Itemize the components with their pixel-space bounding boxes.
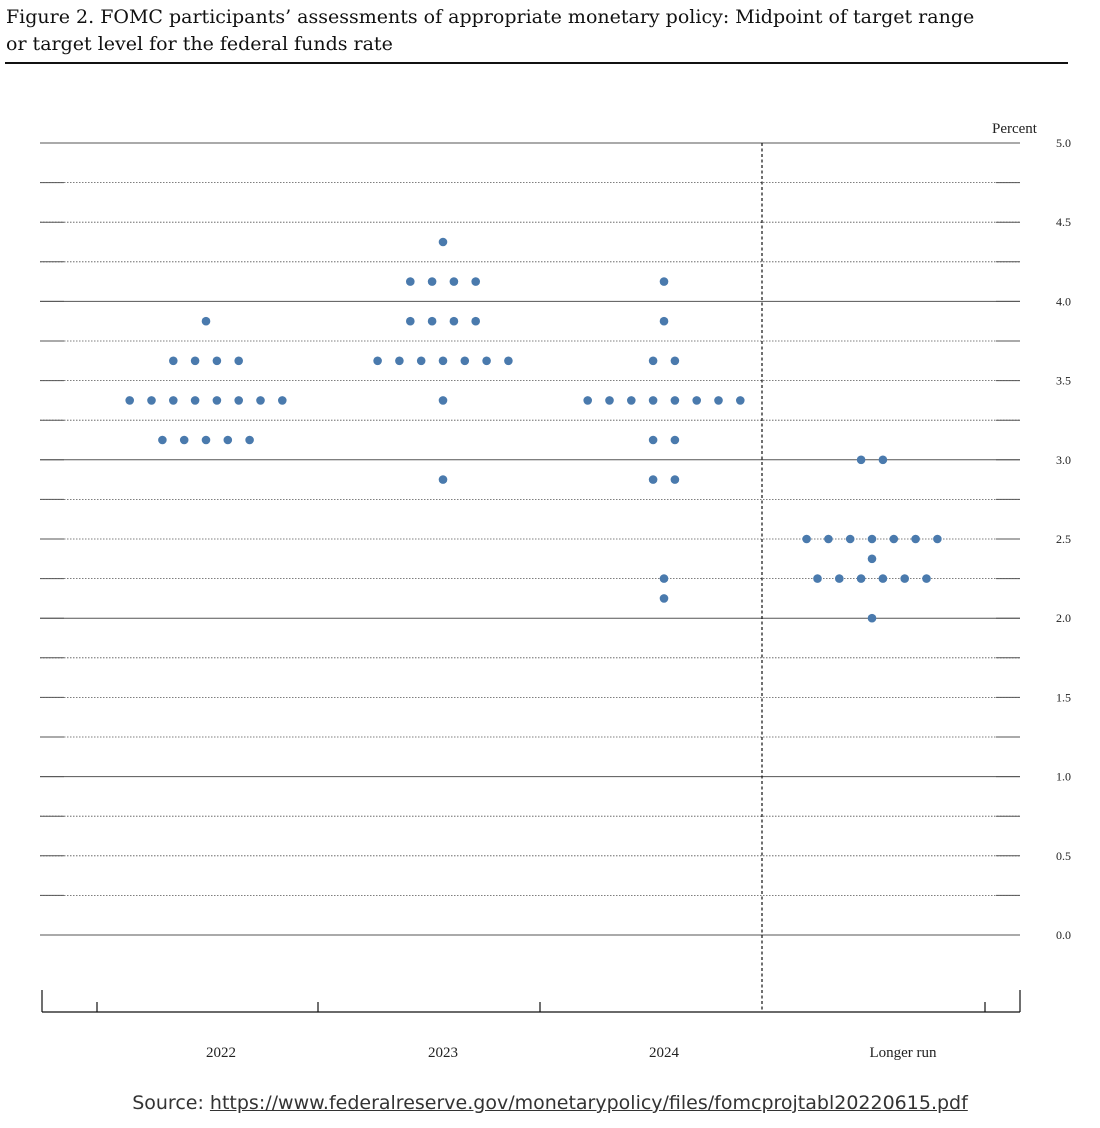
dot-point <box>813 574 822 583</box>
dot-point <box>605 396 614 405</box>
dot-point <box>234 356 243 366</box>
source-note: Source: https://www.federalreserve.gov/m… <box>0 1092 1100 1114</box>
dot-point <box>714 396 723 405</box>
dot-point <box>922 574 931 583</box>
dot-point <box>659 316 669 326</box>
dot-point <box>427 316 437 326</box>
x-category-label: 2023 <box>428 1045 458 1061</box>
y-tick-label: 1.0 <box>1056 770 1071 784</box>
figure-title: Figure 2. FOMC participants’ assessments… <box>6 4 1086 58</box>
source-label: Source: <box>132 1092 204 1114</box>
dot-point <box>911 534 920 544</box>
dot-point <box>867 534 877 544</box>
dot-point <box>471 316 481 326</box>
dot-point <box>406 316 415 326</box>
dot-point <box>201 316 211 326</box>
dot-point <box>648 356 658 366</box>
dots-layer <box>125 237 942 623</box>
dot-point <box>482 356 491 366</box>
dot-point <box>504 356 513 366</box>
dot-point <box>427 277 437 286</box>
dot-point <box>438 475 448 484</box>
title-rule <box>5 62 1068 64</box>
figure-title-line-1: Figure 2. FOMC participants’ assessments… <box>6 6 975 28</box>
dot-point <box>648 475 658 484</box>
dot-point <box>648 435 658 445</box>
dot-point <box>406 277 415 286</box>
dot-point <box>169 356 178 366</box>
dot-point <box>878 455 888 465</box>
dot-point <box>416 356 426 366</box>
dot-point <box>692 396 701 405</box>
dot-point <box>659 594 669 603</box>
y-tick-label: 2.0 <box>1056 611 1071 625</box>
dot-point <box>245 435 254 445</box>
y-tick-label: 1.5 <box>1056 690 1071 704</box>
dot-point <box>670 356 680 366</box>
dot-point <box>856 455 866 465</box>
dot-point <box>212 356 222 366</box>
x-category-label: 2024 <box>649 1045 680 1061</box>
dot-point <box>460 356 470 366</box>
dot-point <box>449 277 459 286</box>
y-tick-label: 0.5 <box>1056 849 1071 863</box>
dot-point <box>583 396 592 405</box>
dot-point <box>878 574 888 583</box>
dot-point <box>659 277 669 286</box>
dot-point <box>190 396 200 405</box>
dot-point <box>670 475 680 484</box>
x-category-label: 2022 <box>206 1045 236 1061</box>
dot-point <box>201 435 211 445</box>
figure-title-line-2: or target level for the federal funds ra… <box>6 33 393 55</box>
source-link[interactable]: https://www.federalreserve.gov/monetaryp… <box>209 1092 968 1114</box>
dot-point <box>179 435 189 445</box>
dot-point <box>889 534 899 544</box>
dot-point <box>373 356 382 366</box>
x-category-label: Longer run <box>869 1045 937 1061</box>
dot-point <box>933 534 942 544</box>
y-tick-label: 4.0 <box>1056 294 1071 308</box>
dot-point <box>648 396 658 405</box>
y-axis-unit-label: Percent <box>992 121 1038 137</box>
y-tick-label: 5.0 <box>1056 136 1071 150</box>
dot-point <box>438 396 448 405</box>
dot-point <box>659 574 669 583</box>
dot-point <box>449 316 459 326</box>
dot-point <box>438 356 448 366</box>
dot-point <box>471 277 481 286</box>
dot-point <box>223 435 233 445</box>
dot-point <box>169 396 178 405</box>
dot-point <box>158 435 167 445</box>
dot-point <box>867 613 877 623</box>
dot-point <box>438 237 448 247</box>
dot-point <box>395 356 404 366</box>
dot-point <box>670 396 680 405</box>
dot-point <box>802 534 811 544</box>
dot-point <box>670 435 680 445</box>
y-tick-label: 3.5 <box>1056 374 1071 388</box>
y-tick-label: 0.0 <box>1056 928 1071 942</box>
dot-point <box>856 574 866 583</box>
dot-plot-chart: 0.0 0.5 1.0 1.5 2.0 2.5 3.0 3.5 4.0 4.5 5.0 Percent… <box>40 121 1071 1061</box>
dot-point <box>125 396 134 405</box>
labels-layer: 0.0 0.5 1.0 1.5 2.0 2.5 3.0 3.5 4.0 4.5 5.0 Percent… <box>206 121 1071 1061</box>
axis-layer <box>41 143 1021 1013</box>
y-tick-label: 2.5 <box>1056 532 1071 546</box>
dot-point <box>845 534 855 544</box>
y-tick-label: 3.0 <box>1056 453 1071 467</box>
dot-point <box>824 534 833 544</box>
dot-point <box>234 396 243 405</box>
dot-point <box>627 396 636 405</box>
dot-point <box>147 396 156 405</box>
y-tick-label: 4.5 <box>1056 215 1071 229</box>
dot-point <box>190 356 200 366</box>
grid-layer <box>40 142 1020 936</box>
dot-point <box>736 396 745 405</box>
dot-point <box>900 574 909 583</box>
dot-point <box>256 396 265 405</box>
dot-point <box>835 574 844 583</box>
dot-point <box>278 396 287 405</box>
dot-point <box>867 554 877 564</box>
dot-point <box>212 396 222 405</box>
